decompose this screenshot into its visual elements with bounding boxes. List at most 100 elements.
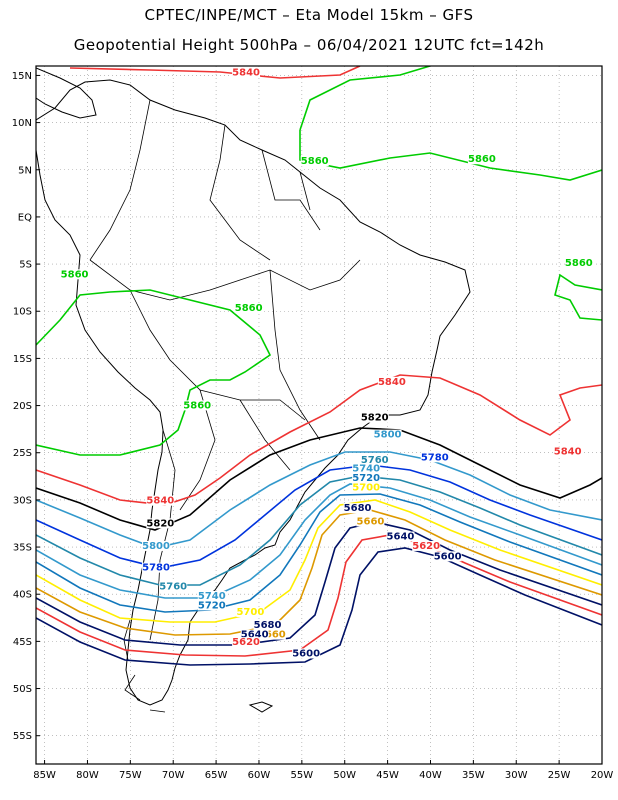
- contour-5780: [36, 464, 602, 569]
- contour-label: 5700: [352, 482, 380, 493]
- contour-5700: [36, 499, 602, 623]
- map-title-line2: Geopotential Height 500hPa – 06/04/2021 …: [73, 36, 545, 54]
- contour-label-bg: [467, 154, 496, 165]
- contour-label: 5860: [61, 269, 89, 280]
- contour-5880-southwest: [36, 289, 272, 456]
- central-america-coastline: [36, 67, 97, 119]
- lon-tick-label: 45W: [376, 770, 399, 781]
- contour-label-bg: [232, 637, 261, 648]
- lon-tick-label: 85W: [33, 770, 56, 781]
- contour-label-bg: [60, 269, 89, 280]
- lon-tick-label: 75W: [119, 770, 142, 781]
- contour-label: 5760: [361, 455, 389, 466]
- contour-label: 5620: [232, 637, 260, 648]
- lat-tick-label: 30S: [13, 495, 32, 506]
- contour-label-bg: [183, 400, 212, 411]
- contour-label-bg: [373, 429, 402, 440]
- lat-tick-label: 15N: [12, 71, 32, 82]
- contour-label-bg: [234, 303, 263, 314]
- lat-tick-label: 20S: [13, 401, 32, 412]
- contour-label: 5740: [198, 591, 226, 602]
- contour-label-bg: [553, 446, 582, 457]
- contour-5840-north: [69, 66, 361, 79]
- contour-label-bg: [386, 531, 415, 542]
- lat-tick-label: 5N: [18, 165, 32, 176]
- contour-label: 5620: [412, 541, 440, 552]
- contour-label-bg: [343, 503, 372, 514]
- contour-label-bg: [412, 540, 441, 551]
- contour-label: 5660: [258, 630, 286, 641]
- lon-tick-label: 35W: [462, 770, 485, 781]
- contour-label-bg: [300, 156, 329, 167]
- contour-label-bg: [142, 562, 171, 573]
- lon-tick-label: 20W: [591, 770, 614, 781]
- contour-label-bg: [257, 629, 286, 640]
- contour-label: 5840: [378, 377, 406, 388]
- contour-label-bg: [360, 412, 389, 423]
- contour-label: 5640: [241, 630, 269, 641]
- contour-5720: [36, 493, 602, 613]
- lat-tick-label: 15S: [13, 354, 32, 365]
- lat-tick-label: 25S: [13, 448, 32, 459]
- contour-label-bg: [352, 473, 381, 484]
- map-title-line1: CPTEC/INPE/MCT – Eta Model 15km – GFS: [144, 6, 474, 24]
- contour-label-bg: [146, 495, 175, 506]
- contour-label-bg: [240, 629, 269, 640]
- lon-tick-label: 65W: [205, 770, 228, 781]
- contour-5880-east: [554, 273, 602, 321]
- contour-label: 5860: [301, 156, 329, 167]
- contour-5800: [36, 451, 602, 549]
- contour-label-bg: [352, 463, 381, 474]
- contour-label-bg: [232, 67, 261, 78]
- contour-label-bg: [564, 257, 593, 268]
- contour-label: 5840: [554, 447, 582, 458]
- contour-label: 5780: [142, 563, 170, 574]
- contour-label-bg: [292, 648, 321, 659]
- contour-label: 5720: [352, 473, 380, 484]
- contour-label: 5840: [232, 67, 260, 78]
- contour-label: 5640: [387, 532, 415, 543]
- contour-label: 5860: [565, 258, 593, 269]
- contour-label: 5680: [344, 503, 372, 514]
- contour-label-bg: [356, 516, 385, 527]
- lat-tick-label: 55S: [13, 731, 32, 742]
- contour-label: 5840: [146, 496, 174, 507]
- lon-tick-label: 55W: [291, 770, 314, 781]
- lat-tick-label: 35S: [13, 543, 32, 554]
- contour-5740: [36, 483, 602, 599]
- lon-tick-label: 80W: [76, 770, 99, 781]
- lat-tick-label: 45S: [13, 637, 32, 648]
- map-content: 5840 5860 5860 5860 5860 5860 5860 5840 5840 5840…: [36, 66, 602, 713]
- lon-tick-label: 70W: [162, 770, 185, 781]
- contour-label: 5860: [468, 154, 496, 165]
- lon-tick-label: 25W: [548, 770, 571, 781]
- contour-label: 5600: [434, 551, 462, 562]
- lat-tick-label: 10N: [12, 118, 32, 129]
- contour-label: 5600: [292, 648, 320, 659]
- contour-label-bg: [142, 540, 171, 551]
- contour-labels: 5840 5860 5860 5860 5860 5860 5860 5840 5840 5840…: [60, 67, 593, 659]
- contour-5820: [36, 427, 602, 531]
- contour-label: 5760: [159, 582, 187, 593]
- contour-label: 5700: [236, 607, 264, 618]
- map-frame: [35, 65, 603, 765]
- lon-tick-label: 30W: [505, 770, 528, 781]
- contour-5760: [36, 475, 602, 586]
- contour-5600: [36, 547, 602, 666]
- lat-tick-label: 5S: [19, 260, 32, 271]
- contour-label-bg: [420, 452, 449, 463]
- contour-label-bg: [360, 455, 389, 466]
- contour-label-bg: [377, 376, 406, 387]
- lon-tick-label: 60W: [248, 770, 271, 781]
- contour-label: 5660: [357, 516, 385, 527]
- contour-label-bg: [433, 551, 462, 562]
- contour-label: 5800: [142, 541, 170, 552]
- contour-label-bg: [236, 606, 265, 617]
- lat-tick-label: 50S: [13, 684, 32, 695]
- contour-label-bg: [197, 600, 226, 611]
- contour-label: 5780: [421, 452, 449, 463]
- longitude-labels: 85W 80W 75W 70W 65W 60W 55W 50W 45W 40W 35W 30W 25W 2…: [33, 760, 613, 781]
- contour-label: 5680: [254, 620, 282, 631]
- country-borders: [89, 99, 361, 641]
